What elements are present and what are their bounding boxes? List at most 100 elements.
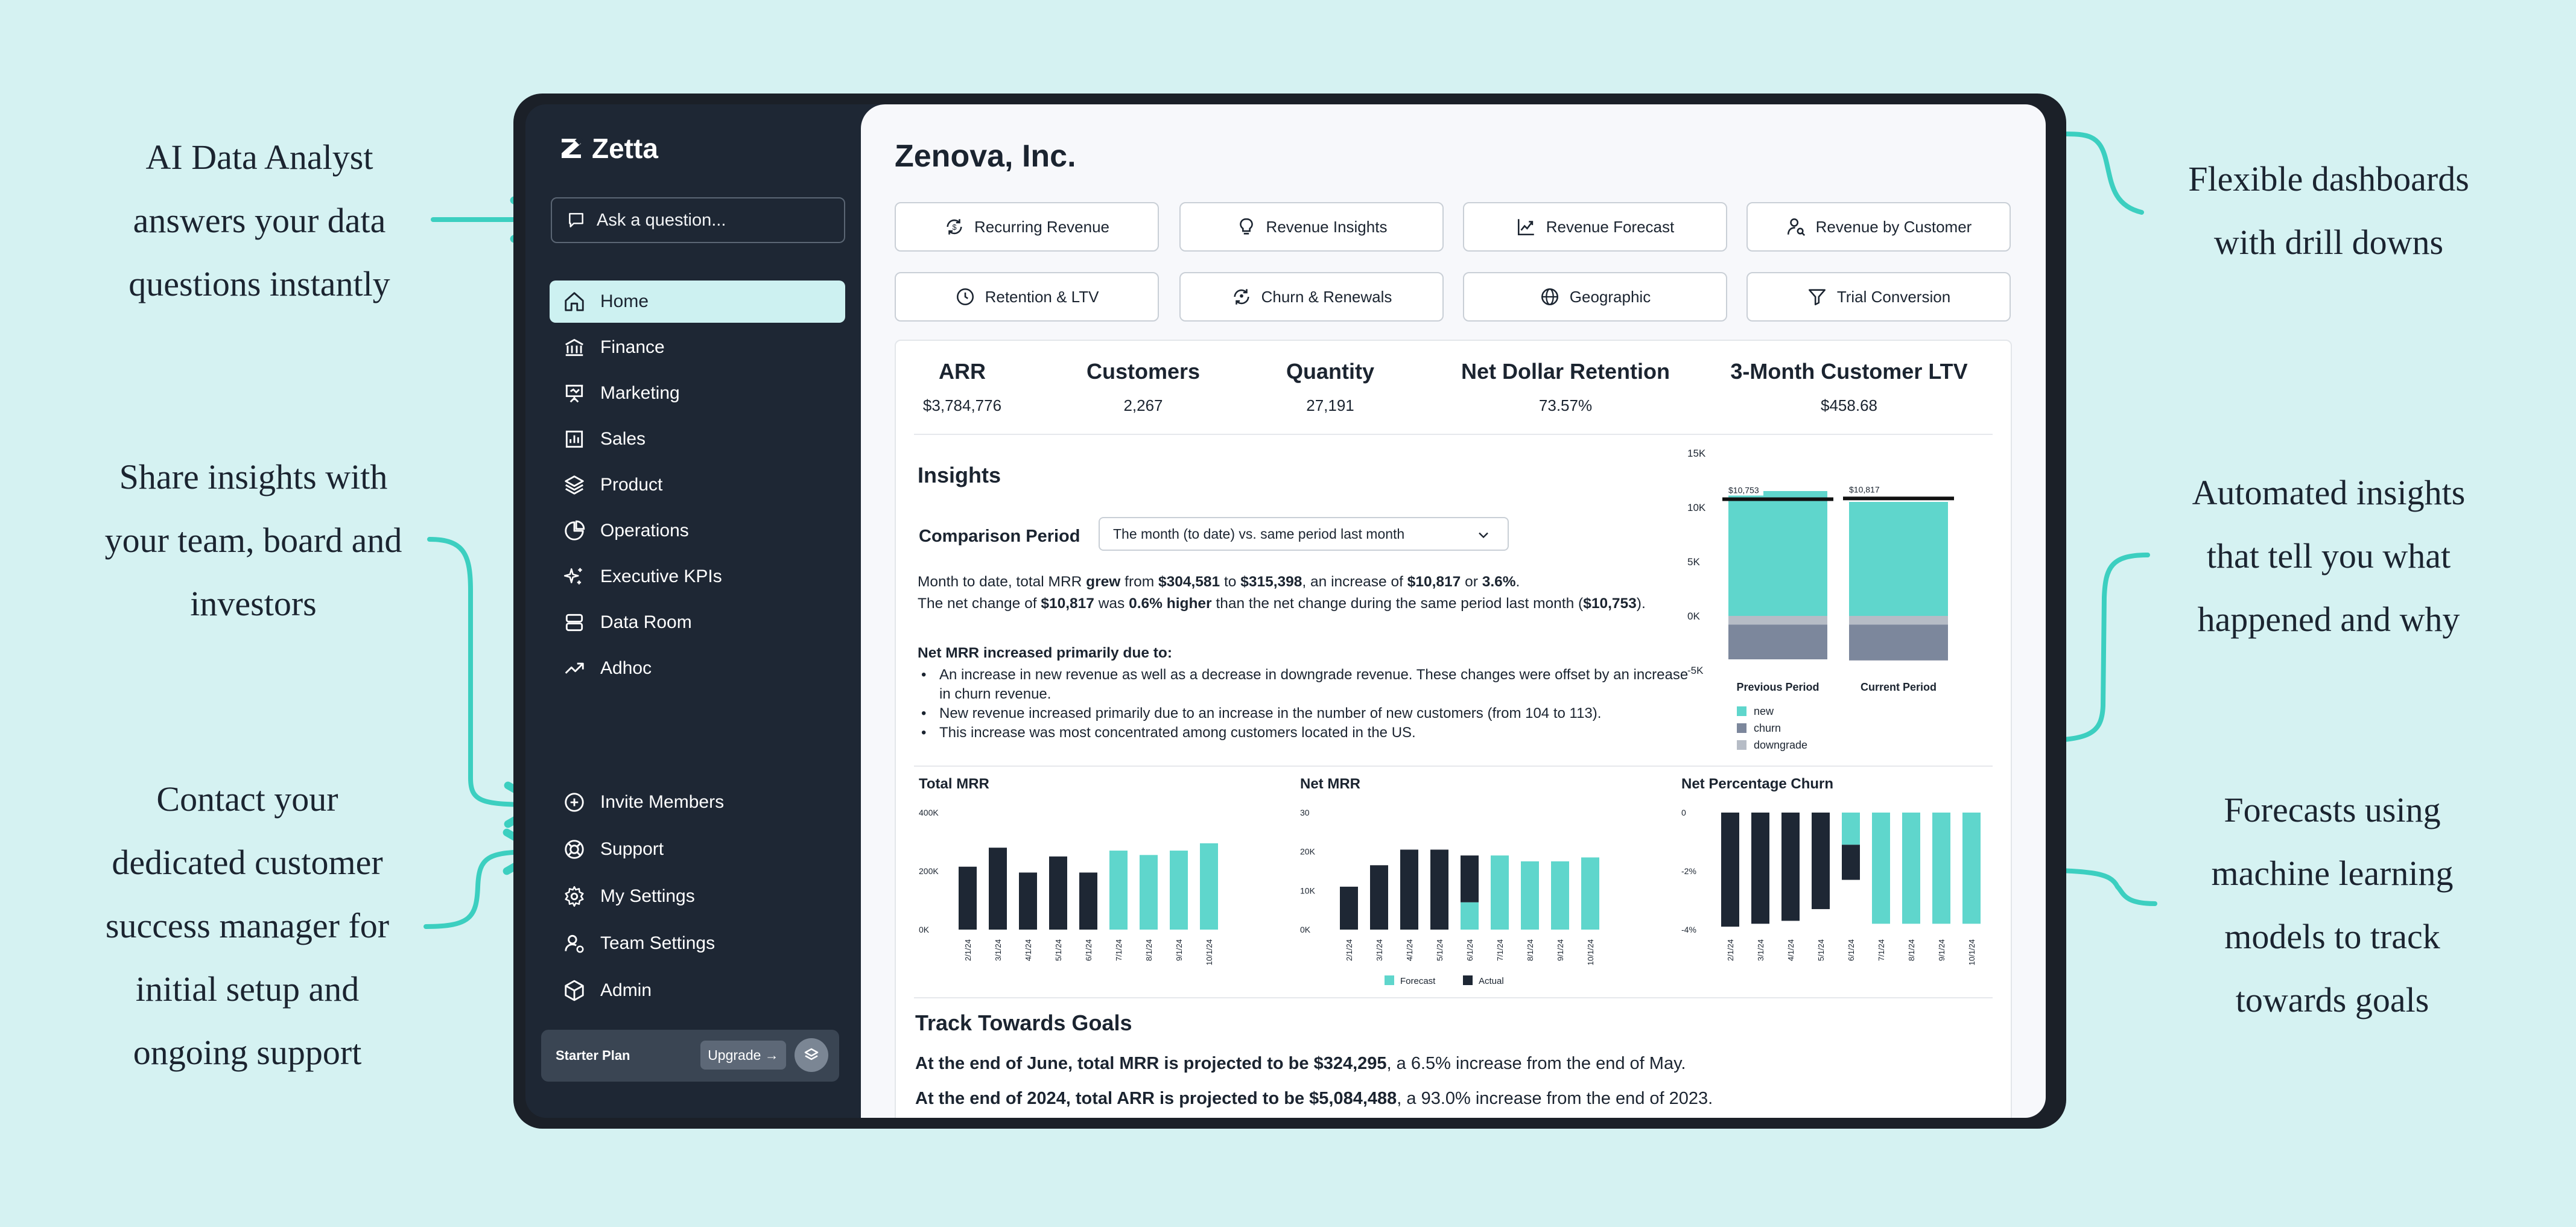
bar-actual <box>1049 856 1067 930</box>
kpi-divider <box>914 434 1993 435</box>
main-content: Zenova, Inc. $ Recurring Revenue Revenue… <box>861 104 2046 1118</box>
nav-executive-kpis[interactable]: Executive KPIs <box>550 556 845 598</box>
user-search-icon <box>1787 218 1805 236</box>
x-tick-label: 7/1/24 <box>1877 939 1886 961</box>
kpi-customer-ltv[interactable]: 3-Month Customer LTV $458.68 <box>1730 359 1968 414</box>
legend-label: downgrade <box>1754 739 1807 751</box>
dashboard-trial-conversion[interactable]: Trial Conversion <box>1746 272 2011 322</box>
layers-icon[interactable] <box>795 1038 828 1072</box>
nav-finance[interactable]: Finance <box>550 326 845 369</box>
y-tick-label: 200K <box>919 866 939 876</box>
chart-title: Net Percentage Churn <box>1681 776 1833 792</box>
logo[interactable]: Zetta <box>559 132 658 165</box>
reasons-list: An increase in new revenue as well as a … <box>918 665 1696 743</box>
dashboard-revenue-by-customer[interactable]: Revenue by Customer <box>1746 202 2011 252</box>
dashboard-retention-ltv[interactable]: Retention & LTV <box>895 272 1159 322</box>
nav-admin[interactable]: Admin <box>550 969 845 1012</box>
lifebuoy-icon <box>565 840 584 859</box>
nav-operations[interactable]: Operations <box>550 510 845 552</box>
layers-icon <box>565 475 584 495</box>
x-tick-label: 3/1/24 <box>1756 939 1765 961</box>
y-tick-label: -4% <box>1681 925 1696 934</box>
bar-actual <box>1019 872 1037 930</box>
bar-actual <box>1781 813 1800 921</box>
bar-forecast <box>1140 855 1158 930</box>
cube-icon <box>565 980 584 1001</box>
annotation-flexible: Flexible dashboards with drill downs <box>2188 159 2469 262</box>
bar-forecast <box>1872 813 1890 924</box>
net-label: $10,753 <box>1728 485 1759 495</box>
x-category-label: Previous Period <box>1736 681 1819 693</box>
bar-downgrade <box>1849 624 1948 661</box>
reason-item: New revenue increased primarily due to a… <box>918 704 1696 723</box>
kpi-net-dollar-retention[interactable]: Net Dollar Retention 73.57% <box>1461 359 1670 414</box>
bar-forecast <box>1902 813 1920 924</box>
legend-label: new <box>1754 705 1774 717</box>
bank-icon <box>565 338 583 357</box>
x-tick-label: 7/1/24 <box>1496 939 1505 961</box>
bar-actual <box>1812 813 1830 910</box>
clock-icon <box>956 288 974 306</box>
dashboard-card: ARR $3,784,776 Customers 2,267 Quantity … <box>895 340 2012 1118</box>
x-tick-label: 9/1/24 <box>1937 939 1946 961</box>
x-tick-label: 6/1/24 <box>1847 939 1856 961</box>
database-icon <box>565 614 583 632</box>
nav-support[interactable]: Support <box>550 828 845 870</box>
x-tick-label: 8/1/24 <box>1907 939 1916 961</box>
nav-invite-members[interactable]: Invite Members <box>550 781 845 823</box>
goals-title: Track Towards Goals <box>915 1010 1132 1035</box>
y-tick-label: 0 <box>1681 808 1686 817</box>
x-tick-label: 5/1/24 <box>1435 939 1444 961</box>
bar-forecast <box>1581 857 1599 930</box>
net-label-bg <box>1727 484 1763 496</box>
comparison-select[interactable]: The month (to date) vs. same period last… <box>1099 517 1509 551</box>
dashboard-revenue-insights[interactable]: Revenue Insights <box>1179 202 1444 252</box>
sidebar: Zetta Ask a question... Home Finance Mar… <box>525 104 861 1118</box>
nav-data-room[interactable]: Data Room <box>550 601 845 644</box>
x-tick-label: 6/1/24 <box>1084 939 1093 961</box>
bar-actual <box>959 866 977 930</box>
x-tick-label: 8/1/24 <box>1144 939 1153 961</box>
bar-churn <box>1728 616 1827 625</box>
y-tick-label: 5K <box>1687 556 1700 568</box>
app-screen: Zetta Ask a question... Home Finance Mar… <box>525 104 2046 1118</box>
bar-forecast <box>1461 902 1479 930</box>
home-icon <box>565 292 584 311</box>
x-tick-label: 3/1/24 <box>994 939 1003 961</box>
upgrade-button[interactable]: Upgrade → <box>700 1041 786 1070</box>
sparkle-icon <box>563 568 582 585</box>
legend-swatch-forecast <box>1385 975 1394 985</box>
nav-product[interactable]: Product <box>550 464 845 506</box>
comparison-label: Comparison Period <box>919 527 1080 546</box>
legend-label: Actual <box>1479 976 1504 986</box>
legend-label: churn <box>1754 722 1781 734</box>
bar-actual <box>1370 865 1388 930</box>
net-percentage-churn-chart: Net Percentage Churn 0 -2% -4% 2/1/24 3/1/24 4… <box>1681 776 1981 965</box>
bar-actual <box>1721 813 1739 927</box>
x-tick-label: 7/1/24 <box>1114 939 1123 961</box>
kpi-arr[interactable]: ARR $3,784,776 <box>922 359 1002 414</box>
annotation-forecasts: Forecasts using machine learning models to… <box>2211 790 2454 1019</box>
nav-adhoc[interactable]: Adhoc <box>550 647 845 690</box>
x-tick-label: 10/1/24 <box>1205 939 1214 965</box>
kpi-quantity[interactable]: Quantity 27,191 <box>1286 359 1374 414</box>
nav-my-settings[interactable]: My Settings <box>550 875 845 918</box>
legend-swatch <box>1737 740 1746 750</box>
trend-icon <box>565 662 584 674</box>
bar-downgrade <box>1728 624 1827 659</box>
dashboard-churn-renewals[interactable]: Churn & Renewals <box>1179 272 1444 322</box>
dashboard-recurring-revenue[interactable]: $ Recurring Revenue <box>895 202 1159 252</box>
x-tick-label: 2/1/24 <box>963 939 972 961</box>
ask-question-input[interactable]: Ask a question... <box>551 197 845 243</box>
nav-marketing[interactable]: Marketing <box>550 372 845 414</box>
dashboard-geographic[interactable]: Geographic <box>1463 272 1727 322</box>
nav-home[interactable]: Home <box>550 281 845 323</box>
svg-text:$: $ <box>952 223 956 232</box>
nav-sales[interactable]: Sales <box>550 418 845 460</box>
legend-swatch <box>1737 723 1746 733</box>
bar-forecast <box>1551 861 1569 930</box>
dashboard-revenue-forecast[interactable]: Revenue Forecast <box>1463 202 1727 252</box>
nav-team-settings[interactable]: Team Settings <box>550 922 845 965</box>
kpi-customers[interactable]: Customers 2,267 <box>1086 359 1201 414</box>
bar-actual <box>1751 813 1769 924</box>
